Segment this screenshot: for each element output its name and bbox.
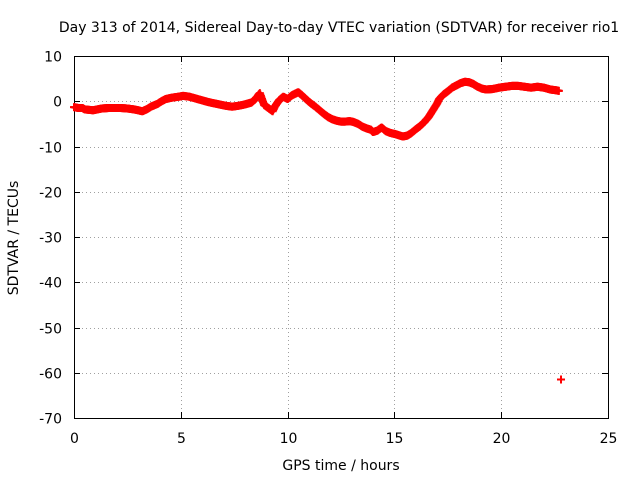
x-axis-label: GPS time / hours xyxy=(282,458,399,474)
x-tick-label: 0 xyxy=(70,431,79,447)
y-axis-label: SDTVAR / TECUs xyxy=(6,181,22,296)
grid-layer xyxy=(74,56,608,418)
chart-title: Day 313 of 2014, Sidereal Day-to-day VTE… xyxy=(59,20,619,36)
x-tick-label: 20 xyxy=(493,431,511,447)
y-tick-label: -30 xyxy=(39,231,62,247)
y-tick-label: 10 xyxy=(44,50,62,66)
y-tick-label: 0 xyxy=(53,95,62,111)
data-point xyxy=(554,86,563,95)
x-tick-label: 15 xyxy=(386,431,404,447)
data-points xyxy=(70,77,566,384)
y-tick-label: -10 xyxy=(39,141,62,157)
y-tick-label: -70 xyxy=(39,412,62,428)
tick-layer: 0 5 10 15 20 25 10 0 -10 -20 -30 -40 -50 -60 -70 xyxy=(39,50,617,448)
y-tick-label: -40 xyxy=(39,276,62,292)
x-tick-label: 25 xyxy=(600,431,618,447)
x-tick-label: 5 xyxy=(177,431,186,447)
x-tick-label: 10 xyxy=(280,431,298,447)
y-tick-label: -20 xyxy=(39,186,62,202)
data-point xyxy=(557,375,566,384)
y-tick-label: -60 xyxy=(39,367,62,383)
y-tick-label: -50 xyxy=(39,322,62,338)
